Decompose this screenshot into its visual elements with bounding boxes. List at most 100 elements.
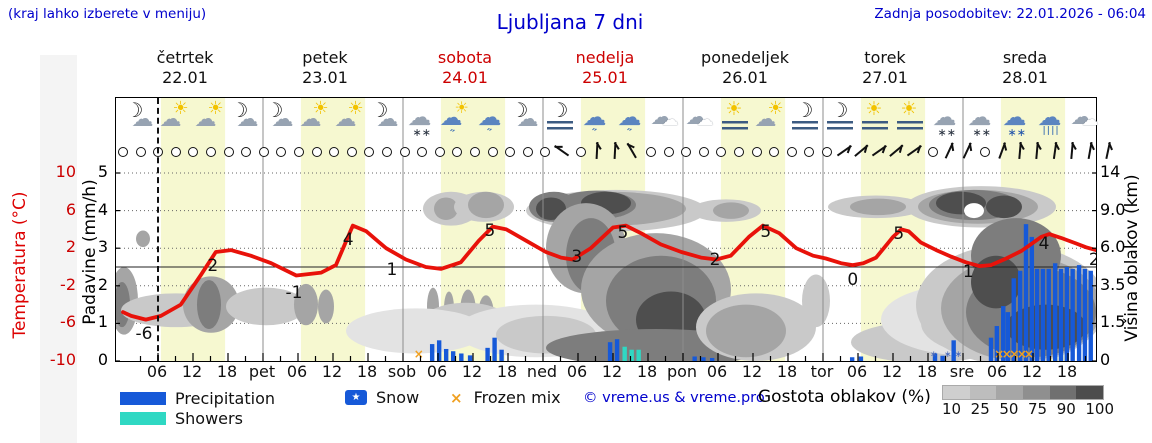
gradient-tick-label: 100: [1085, 400, 1114, 418]
precip-tick-label: 0: [97, 350, 108, 369]
cloud-density-ticks: 10 25 50 75 90 100: [942, 400, 1114, 418]
temperature-value-label: -6: [136, 324, 153, 344]
x-tick-label: 06: [706, 362, 728, 381]
day-name: ponedeljek: [701, 48, 789, 67]
day-name: sobota: [437, 48, 493, 67]
day-date: 27.01: [862, 68, 908, 87]
cloud-density-blob: [986, 195, 1022, 219]
wind-barb-icon: [1098, 140, 1118, 163]
temperature-value-label: 1: [963, 262, 974, 282]
temperature-value-label: 5: [760, 222, 771, 242]
precipitation-bar: [459, 353, 464, 361]
x-tick-label: pet: [248, 362, 276, 381]
temperature-value-label: 2: [710, 250, 721, 270]
cloud-density-blob: [136, 230, 150, 248]
cloud-tick-label: 9.0: [1100, 199, 1126, 219]
day-date: 22.01: [162, 68, 208, 87]
precipitation-bar: [994, 326, 1000, 361]
precip-tick-label: 3: [97, 237, 108, 257]
last-update-text: Zadnja posodobitev: 22.01.2026 - 06:04: [874, 6, 1146, 22]
x-tick-label: 18: [216, 362, 238, 381]
temperature-value-label: 5: [893, 224, 904, 244]
precip-tick-label: 4: [97, 199, 108, 219]
snow-mark: ∗: [944, 350, 952, 360]
cloud-tick-label: 1.5: [1100, 312, 1126, 332]
cloud-density-scale: 10 25 50 75 90 100: [942, 385, 1114, 418]
snow-mark: ∗: [930, 350, 938, 360]
shower-bar: [622, 346, 627, 361]
x-tick-label: 06: [146, 362, 168, 381]
precipitation-bar: [940, 355, 945, 361]
precipitation-bar: [1052, 263, 1058, 361]
cloud-tick-label: 6.0: [1100, 237, 1126, 257]
temperature-value-label: 5: [618, 223, 629, 243]
legend-frozen-mix: × Frozen mix: [450, 388, 561, 407]
precipitation-bar: [1046, 268, 1051, 361]
cloud-tick-label: 3.5: [1100, 274, 1126, 294]
showers-swatch: [120, 412, 166, 425]
cloud-density-blob: [468, 191, 504, 219]
cloud-density-blob: [706, 304, 786, 358]
precipitation-bar: [858, 356, 864, 361]
cloud-density-blob: [713, 202, 749, 219]
temperature-value-label: 4: [1039, 234, 1050, 254]
cloud-density-blob: [971, 255, 1021, 309]
x-tick-label: 12: [181, 362, 203, 381]
precipitation-bar: [443, 348, 449, 361]
day-name: četrtek: [156, 48, 214, 67]
frozen-mix-mark: ×: [1017, 347, 1027, 361]
precipitation-label: Precipitation: [175, 389, 276, 408]
shower-bar: [629, 349, 634, 361]
x-tick-label: 06: [566, 362, 588, 381]
day-date: 23.01: [302, 68, 348, 87]
cloud-density-blob: [434, 197, 458, 220]
x-tick-label: 18: [916, 362, 938, 381]
precip-tick-label: 5: [97, 162, 108, 181]
day-date: 26.01: [722, 68, 768, 87]
x-tick-label: pon: [666, 362, 698, 381]
gradient-tick-label: 90: [1056, 400, 1076, 418]
precipitation-bar: [1029, 236, 1035, 361]
credit-link[interactable]: © vreme.us & vreme.pro: [583, 390, 765, 406]
cloud-density-blob: [294, 283, 318, 326]
precipitation-bar: [849, 357, 855, 361]
shower-bar: [636, 349, 641, 361]
cloud-density-blob: [850, 198, 906, 216]
precipitation-bar: [951, 340, 956, 361]
day-header-četrtek: četrtek 22.01: [110, 48, 260, 88]
cloud-density-label: Gostota oblakov (%): [758, 387, 931, 407]
x-tick-label: 18: [776, 362, 798, 381]
temperature-value-label: 2: [207, 256, 218, 276]
x-tick-label: 12: [741, 362, 763, 381]
x-tick-label: 12: [461, 362, 483, 381]
precipitation-bar: [436, 340, 442, 361]
precipitation-bar: [1005, 312, 1011, 361]
gradient-step: [969, 386, 997, 399]
temp-tick-label: -6: [60, 312, 76, 332]
legend-showers: Showers: [120, 409, 243, 428]
day-header-ponedeljek: ponedeljek 26.01: [670, 48, 820, 88]
temperature-value-label: 4: [343, 230, 354, 250]
day-header-petek: petek 23.01: [250, 48, 400, 88]
precipitation-bar: [932, 353, 938, 361]
gradient-step: [1076, 386, 1104, 399]
temperature-value-label: 2: [1089, 250, 1096, 270]
cloud-density-blob: [964, 203, 984, 219]
day-header-sobota: sobota 24.01: [390, 48, 540, 88]
precipitation-bar: [1034, 268, 1040, 361]
gradient-step: [1023, 386, 1050, 399]
meteogram-chart: × × × × × × ∗ ∗ ∗ -6 2 -1 4 1 5 3 5 2 5 0 5 1 4 2 ☽ ☁ ☀ ☁ ☀ ☁ ☽ ☁ ☽ ☁ ☀ ☁ ☀…: [115, 97, 1113, 362]
day-header-sreda: sreda 28.01: [950, 48, 1100, 88]
x-tick-label: 18: [356, 362, 378, 381]
precipitation-bar: [499, 349, 504, 361]
day-name: petek: [302, 48, 348, 67]
precipitation-bar: [1023, 224, 1029, 361]
precipitation-bar: [1011, 278, 1016, 361]
x-tick-label: tor: [810, 362, 834, 381]
gradient-step: [943, 386, 970, 399]
x-tick-label: 06: [426, 362, 448, 381]
day-name: nedelja: [575, 48, 635, 67]
cloud-tick-label: 0: [1100, 350, 1111, 369]
location-hint: (kraj lahko izberete v meniju): [8, 6, 207, 22]
x-tick-label: ned: [526, 362, 558, 381]
